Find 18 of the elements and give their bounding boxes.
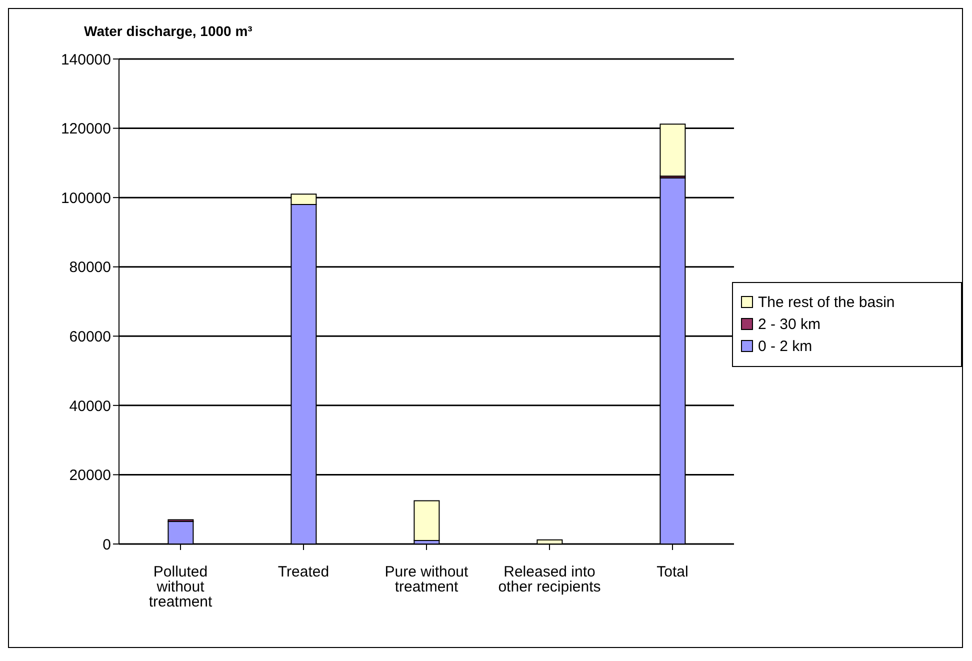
y-tick-label: 0 xyxy=(102,536,111,554)
legend-label: 2 - 30 km xyxy=(758,316,821,332)
legend-label: 0 - 2 km xyxy=(758,338,812,354)
y-tick-label: 120000 xyxy=(60,120,111,138)
y-tick-label: 20000 xyxy=(69,467,111,484)
legend-label: The rest of the basin xyxy=(758,294,895,310)
x-tick-label: Treated xyxy=(278,564,330,581)
y-tick-label: 80000 xyxy=(69,259,111,276)
y-tick-label: 60000 xyxy=(69,328,111,346)
x-tick-label: Total xyxy=(656,564,688,581)
x-tick-label: Pure without treatment xyxy=(384,564,470,596)
x-tick-label: Polluted without treatment xyxy=(148,564,214,611)
y-tick-label: 100000 xyxy=(60,190,111,207)
y-tick-label: 40000 xyxy=(69,398,111,415)
x-tick-label: Released into other recipients xyxy=(498,564,601,596)
y-axis-title: Water discharge, 1000 m³ xyxy=(84,23,252,39)
bar xyxy=(414,500,440,542)
y-tick-label: 140000 xyxy=(60,51,111,68)
